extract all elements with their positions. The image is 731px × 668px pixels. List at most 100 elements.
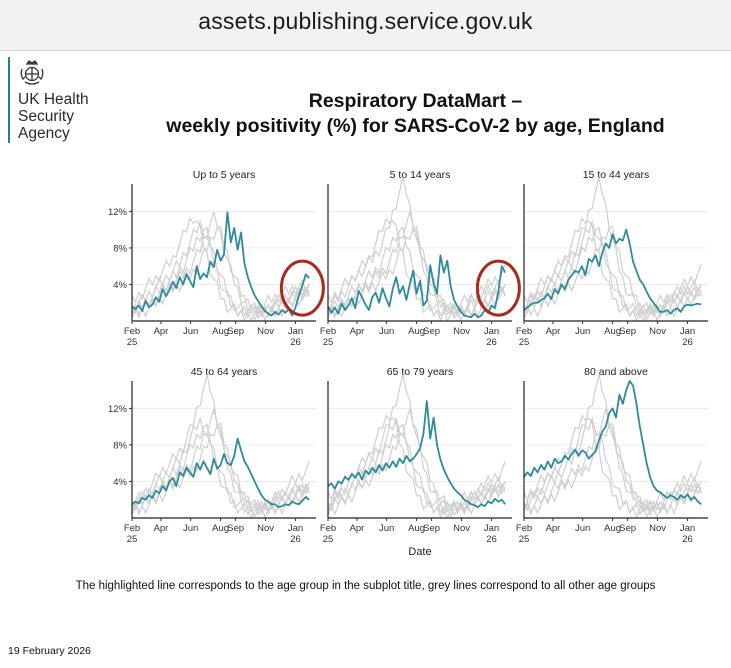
org-line-3: Agency — [18, 125, 70, 142]
panel-title: 45 to 64 years — [191, 366, 258, 378]
x-tick-year-label: 25 — [519, 337, 530, 348]
x-tick-label: Nov — [257, 523, 274, 534]
x-tick-label: Sep — [227, 523, 244, 534]
x-tick-label: Apr — [154, 523, 169, 534]
annotation-circle — [279, 259, 325, 317]
x-tick-label: Aug — [212, 326, 229, 337]
panel-title: 65 to 79 years — [387, 366, 454, 378]
url-text[interactable]: assets.publishing.service.gov.uk — [198, 8, 533, 34]
x-tick-year-label: 26 — [486, 337, 497, 348]
x-tick-year-label: 25 — [127, 337, 138, 348]
title-line-2: weekly positivity (%) for SARS-CoV-2 by … — [166, 115, 665, 137]
x-tick-label: Aug — [604, 326, 621, 337]
grey-series-line — [131, 226, 310, 323]
x-tick-label: Sep — [423, 326, 440, 337]
title-line-1: Respiratory DataMart – — [308, 90, 523, 112]
x-tick-label: Feb — [516, 326, 532, 337]
slide-title: Respiratory DataMart – weekly positivity… — [100, 89, 731, 139]
y-tick-label: 4% — [113, 477, 127, 488]
x-tick-year-label: 25 — [323, 337, 334, 348]
royal-crest-icon — [20, 60, 44, 85]
x-tick-label: Nov — [453, 326, 470, 337]
chart-caption: The highlighted line corresponds to the … — [75, 580, 656, 592]
x-tick-year-label: 26 — [290, 337, 301, 348]
grey-series-line — [327, 225, 506, 322]
grey-series-line — [327, 416, 506, 519]
x-tick-label: Jan — [288, 326, 303, 337]
x-tick-label: Sep — [619, 523, 636, 534]
x-tick-year-label: 25 — [323, 534, 334, 545]
y-tick-label: 4% — [113, 280, 127, 291]
x-tick-label: Jun — [575, 326, 590, 337]
grey-series-line — [523, 422, 702, 519]
grey-series-line — [523, 225, 702, 322]
x-tick-label: Jan — [484, 523, 499, 534]
grey-series-line — [327, 414, 506, 519]
x-tick-label: Jan — [484, 326, 499, 337]
panel-title: Up to 5 years — [193, 169, 255, 181]
x-axis-title: Date — [408, 546, 431, 558]
x-tick-label: Jun — [183, 326, 198, 337]
grey-series-line — [327, 217, 506, 322]
x-tick-label: Sep — [619, 326, 636, 337]
org-line-1: UK Health — [18, 91, 89, 108]
y-tick-label: 12% — [108, 404, 128, 415]
x-tick-label: Jun — [183, 523, 198, 534]
x-tick-label: Nov — [257, 326, 274, 337]
x-tick-year-label: 26 — [682, 534, 693, 545]
grey-series-line — [327, 226, 506, 323]
grey-series-line — [523, 177, 702, 316]
publication-date: 19 February 2026 — [8, 645, 91, 657]
x-tick-label: Apr — [154, 326, 169, 337]
x-tick-label: Aug — [604, 523, 621, 534]
panel-title: 80 and above — [584, 366, 648, 378]
x-tick-label: Feb — [516, 523, 532, 534]
x-tick-label: Apr — [546, 523, 561, 534]
x-tick-label: Jun — [575, 523, 590, 534]
slide: UK Health Security Agency Respiratory Da… — [0, 51, 731, 668]
x-tick-year-label: 25 — [519, 534, 530, 545]
grey-series-line — [523, 408, 702, 517]
highlight-series-line — [523, 380, 702, 506]
grey-series-line — [523, 219, 702, 322]
highlight-series-line — [131, 211, 310, 317]
x-tick-label: Feb — [124, 523, 140, 534]
panel-title: 15 to 44 years — [583, 169, 650, 181]
grey-series-line — [523, 217, 702, 322]
x-tick-label: Sep — [227, 326, 244, 337]
grey-series-line — [327, 374, 506, 513]
highlight-series-line — [327, 400, 506, 508]
y-tick-label: 8% — [113, 440, 127, 451]
grey-series-line — [131, 374, 310, 513]
highlight-series-line — [131, 437, 310, 508]
grey-series-line — [523, 416, 702, 519]
x-tick-label: Nov — [649, 523, 666, 534]
organisation-name: UK Health Security Agency — [18, 91, 89, 142]
x-tick-label: Aug — [408, 523, 425, 534]
x-tick-label: Apr — [350, 326, 365, 337]
x-tick-label: Apr — [350, 523, 365, 534]
highlight-series-line — [327, 254, 506, 319]
logo-bar — [8, 57, 10, 143]
y-tick-label: 8% — [113, 243, 127, 254]
grey-series-line — [131, 416, 310, 519]
x-tick-label: Aug — [212, 523, 229, 534]
x-tick-label: Nov — [453, 523, 470, 534]
x-tick-label: Sep — [423, 523, 440, 534]
x-tick-label: Jan — [680, 523, 695, 534]
x-tick-year-label: 26 — [290, 534, 301, 545]
x-tick-label: Aug — [408, 326, 425, 337]
x-tick-label: Jun — [379, 523, 394, 534]
x-tick-label: Nov — [649, 326, 666, 337]
x-tick-year-label: 26 — [682, 337, 693, 348]
browser-address-bar[interactable]: assets.publishing.service.gov.uk — [0, 0, 731, 51]
x-tick-label: Apr — [546, 326, 561, 337]
x-tick-label: Jun — [379, 326, 394, 337]
org-line-2: Security — [18, 108, 74, 125]
y-tick-label: 12% — [108, 207, 128, 218]
